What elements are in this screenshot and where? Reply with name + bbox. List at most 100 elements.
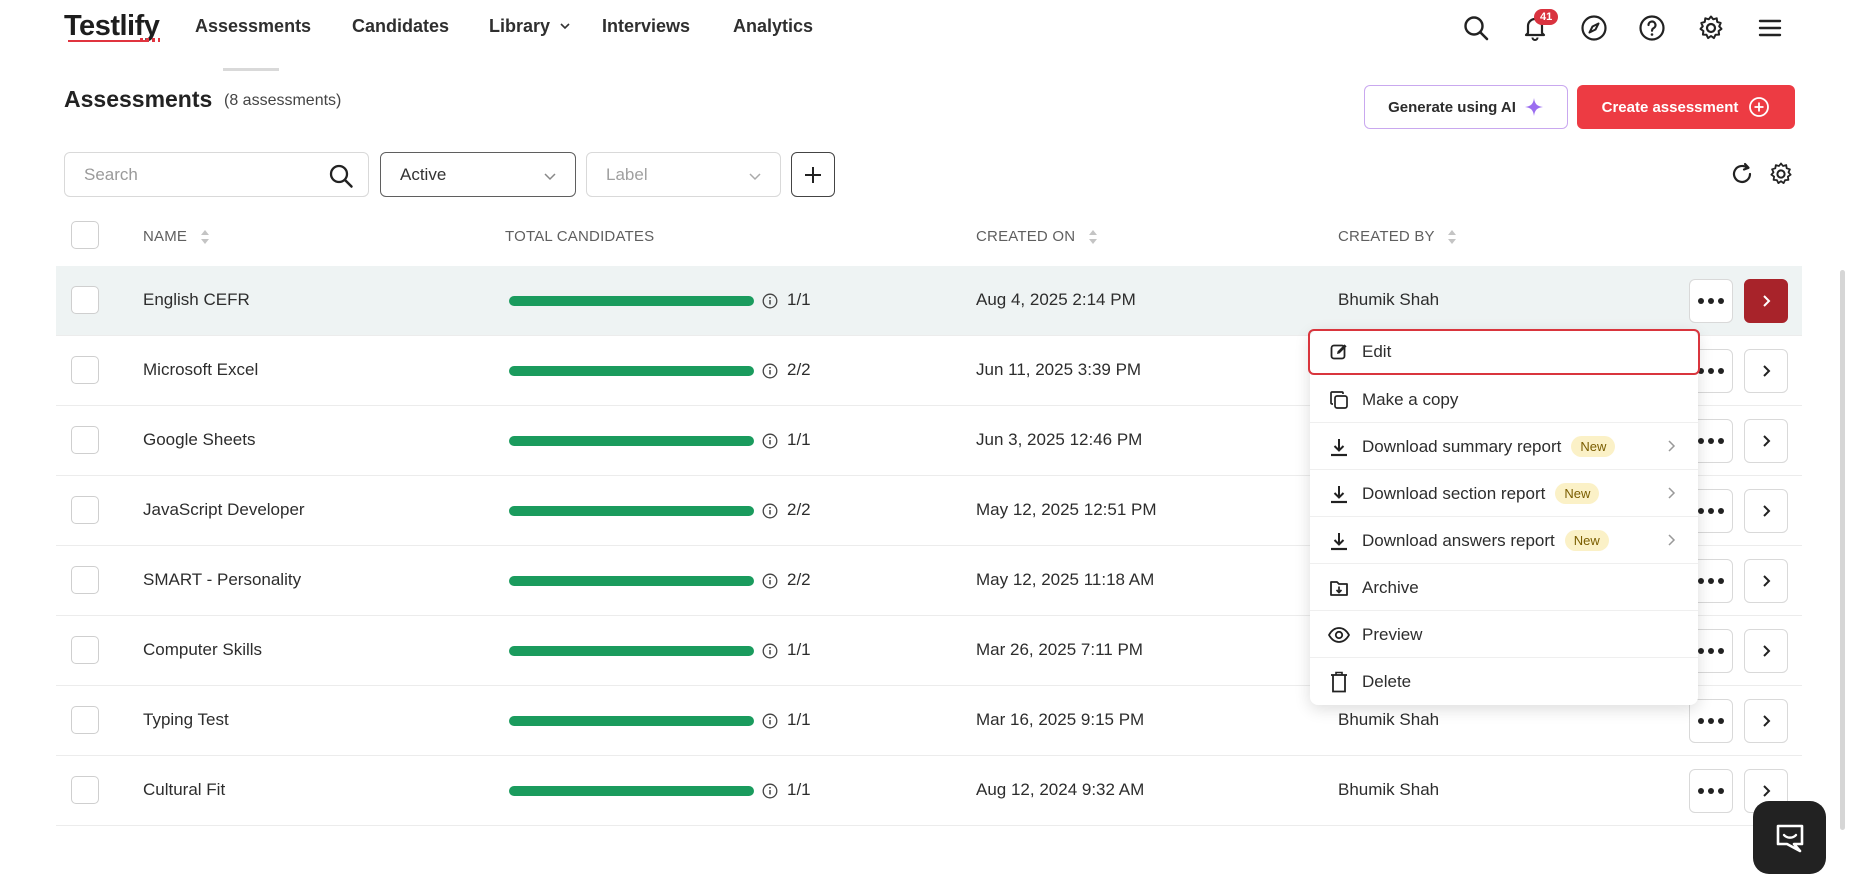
open-assessment-button[interactable]	[1744, 699, 1788, 743]
nav-interviews[interactable]: Interviews	[602, 16, 691, 36]
nav-library-label: Library	[489, 16, 551, 36]
chevron-right-icon	[1668, 534, 1676, 546]
row-checkbox[interactable]	[71, 636, 99, 664]
label-select[interactable]: Label	[586, 152, 781, 197]
assessment-name[interactable]: Computer Skills	[143, 640, 263, 659]
row-checkbox[interactable]	[71, 566, 99, 594]
logo-underline	[68, 40, 146, 42]
page-scrollbar[interactable]	[1840, 270, 1845, 830]
column-header-created-by[interactable]: CREATED BY	[1338, 228, 1457, 245]
info-icon[interactable]	[762, 783, 778, 799]
dot	[1698, 578, 1704, 584]
column-header-name[interactable]: NAME	[143, 228, 210, 245]
menu-item-archive[interactable]: Archive	[1310, 565, 1698, 611]
column-header-created-on[interactable]: CREATED ON	[976, 228, 1098, 245]
open-assessment-button[interactable]	[1744, 419, 1788, 463]
row-actions-menu: Edit Make a copy Download summary report…	[1308, 329, 1700, 705]
settings-gear-icon[interactable]	[1697, 14, 1725, 42]
table-row[interactable]: Cultural Fit 1/1 Aug 12, 2024 9:32 AM Bhumi…	[56, 756, 1802, 826]
compass-icon[interactable]	[1580, 14, 1608, 42]
info-icon[interactable]	[762, 503, 778, 519]
table-settings-gear-icon[interactable]	[1768, 161, 1794, 187]
search-icon[interactable]	[1462, 14, 1490, 42]
menu-item-preview[interactable]: Preview	[1310, 612, 1698, 658]
more-actions-button[interactable]	[1689, 769, 1733, 813]
menu-item-download-summary-report[interactable]: Download summary report New	[1310, 424, 1698, 470]
candidates-ratio: 1/1	[787, 290, 811, 309]
info-icon[interactable]	[762, 363, 778, 379]
select-all-checkbox[interactable]	[71, 221, 99, 249]
dot	[1718, 578, 1724, 584]
create-assessment-button[interactable]: Create assessment	[1577, 85, 1795, 129]
assessment-name[interactable]: Microsoft Excel	[143, 360, 259, 379]
nav-assessments[interactable]: Assessments	[195, 16, 312, 71]
more-actions-button[interactable]	[1689, 699, 1733, 743]
assessment-name[interactable]: English CEFR	[143, 290, 250, 309]
table-row[interactable]: Google Sheets 1/1 Jun 3, 2025 12:46 PM	[56, 406, 1802, 476]
row-checkbox[interactable]	[71, 356, 99, 384]
menu-item-edit[interactable]: Edit	[1308, 329, 1700, 375]
table-row[interactable]: Typing Test 1/1 Mar 16, 2025 9:15 PM Bhumik…	[56, 686, 1802, 756]
testlify-logo[interactable]: Testlify	[64, 10, 160, 42]
nav-analytics[interactable]: Analytics	[733, 16, 814, 36]
chat-bubble-icon	[1776, 824, 1803, 852]
menu-item-delete[interactable]: Delete	[1310, 659, 1698, 705]
hamburger-menu-icon[interactable]	[1756, 14, 1784, 42]
help-icon[interactable]	[1638, 14, 1666, 42]
candidates-progress-bar	[509, 646, 754, 656]
created-by: Bhumik Shah	[1338, 710, 1440, 729]
info-icon[interactable]	[762, 713, 778, 729]
info-icon[interactable]	[762, 293, 778, 309]
dot	[1718, 368, 1724, 374]
more-actions-button[interactable]	[1689, 279, 1733, 323]
assessment-name[interactable]: SMART - Personality	[143, 570, 302, 589]
progress-fill	[509, 576, 754, 586]
progress-fill	[509, 436, 754, 446]
candidates-progress-bar	[509, 786, 754, 796]
row-checkbox[interactable]	[71, 706, 99, 734]
open-assessment-button[interactable]	[1744, 629, 1788, 673]
sort-icon	[1447, 230, 1456, 245]
menu-item-download-answers-report[interactable]: Download answers report New	[1310, 518, 1698, 564]
table-row[interactable]: English CEFR 1/1 Aug 4, 2025 2:14 PM Bhumik…	[56, 266, 1802, 336]
search-icon[interactable]	[328, 163, 354, 189]
candidates-progress-bar	[509, 296, 754, 306]
row-checkbox[interactable]	[71, 496, 99, 524]
generate-using-ai-button[interactable]: Generate using AI	[1364, 85, 1568, 129]
open-assessment-button[interactable]	[1744, 349, 1788, 393]
copy-icon	[1328, 389, 1350, 411]
assessment-name[interactable]: Cultural Fit	[143, 780, 226, 799]
open-assessment-button[interactable]	[1744, 489, 1788, 533]
open-assessment-button[interactable]	[1744, 559, 1788, 603]
created-on: May 12, 2025 11:18 AM	[976, 570, 1155, 589]
assessment-name[interactable]: Google Sheets	[143, 430, 256, 449]
dot	[1718, 508, 1724, 514]
info-icon[interactable]	[762, 643, 778, 659]
add-label-button[interactable]	[791, 152, 835, 197]
support-chat-button[interactable]	[1753, 801, 1826, 874]
nav-candidates[interactable]: Candidates	[352, 16, 450, 36]
table-row[interactable]: Microsoft Excel 2/2 Jun 11, 2025 3:39 PM	[56, 336, 1802, 406]
assessment-name[interactable]: Typing Test	[143, 710, 229, 729]
open-assessment-button[interactable]	[1744, 279, 1788, 323]
candidates-ratio: 2/2	[787, 360, 811, 379]
dot	[1708, 718, 1714, 724]
info-icon[interactable]	[762, 573, 778, 589]
notification-count-badge: 41	[1534, 9, 1559, 25]
menu-item-download-section-report[interactable]: Download section report New	[1310, 471, 1698, 517]
row-checkbox[interactable]	[71, 286, 99, 314]
menu-item-make-copy[interactable]: Make a copy	[1310, 377, 1698, 423]
assessment-name[interactable]: JavaScript Developer	[143, 500, 305, 519]
edit-icon	[1328, 341, 1350, 363]
search-input[interactable]	[65, 153, 305, 196]
assessment-count: (8 assessments)	[224, 92, 342, 109]
status-select[interactable]: Active	[380, 152, 576, 197]
candidates-ratio: 1/1	[787, 430, 811, 449]
table-row[interactable]: SMART - Personality 2/2 May 12, 2025 11:18…	[56, 546, 1802, 616]
info-icon[interactable]	[762, 433, 778, 449]
row-checkbox[interactable]	[71, 776, 99, 804]
chevron-right-icon	[1668, 487, 1676, 499]
refresh-icon[interactable]	[1729, 161, 1755, 187]
row-checkbox[interactable]	[71, 426, 99, 454]
nav-library[interactable]: Library	[489, 16, 571, 37]
